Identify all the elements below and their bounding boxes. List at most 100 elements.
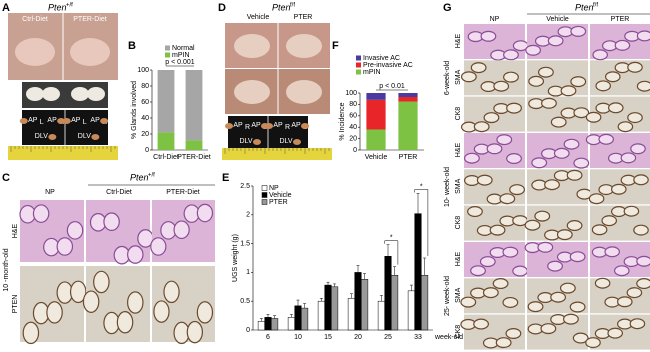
tissue bbox=[225, 123, 233, 129]
gland bbox=[636, 278, 650, 290]
lobe-label: AP bbox=[251, 122, 261, 129]
y-tick-label: 20 bbox=[141, 131, 149, 138]
lobe-sub: L bbox=[83, 119, 87, 126]
gland bbox=[630, 143, 646, 155]
tissue bbox=[15, 38, 55, 66]
gland bbox=[636, 255, 650, 267]
y-tick-label: 60 bbox=[349, 113, 357, 120]
gland bbox=[126, 291, 144, 314]
gene-name: Pten bbox=[130, 172, 149, 182]
legend-swatch bbox=[356, 62, 361, 68]
gland bbox=[614, 39, 631, 51]
bar bbox=[421, 275, 429, 331]
x-tick-label: 15 bbox=[324, 334, 332, 341]
gland bbox=[464, 152, 480, 164]
gland bbox=[604, 71, 621, 83]
gland bbox=[616, 296, 633, 308]
gland bbox=[613, 265, 630, 277]
annotation: p < 0.01 bbox=[379, 83, 405, 90]
gland bbox=[540, 323, 557, 335]
gland bbox=[503, 71, 519, 83]
stain-label: H&E bbox=[455, 33, 462, 48]
bar bbox=[331, 286, 339, 331]
panel-letter: G bbox=[443, 2, 452, 14]
gland bbox=[607, 327, 623, 339]
panel-letter: B bbox=[128, 40, 136, 52]
legend-label: mPIN bbox=[172, 52, 190, 59]
legend-swatch bbox=[165, 52, 170, 58]
gland bbox=[509, 184, 525, 196]
gland bbox=[617, 121, 634, 133]
tissue bbox=[19, 118, 28, 124]
bar-segment bbox=[398, 96, 418, 102]
gland bbox=[473, 318, 489, 330]
y-tick-label: 80 bbox=[141, 83, 149, 90]
gland bbox=[479, 256, 496, 268]
bar bbox=[257, 321, 265, 331]
legend-swatch bbox=[261, 199, 268, 205]
gland bbox=[126, 245, 144, 264]
gland bbox=[563, 138, 580, 150]
x-tick-label: 6 bbox=[266, 334, 270, 341]
error-bar bbox=[349, 293, 353, 299]
tissue bbox=[57, 118, 66, 124]
y-tick-label: 60 bbox=[141, 99, 149, 106]
lobe-label: AP bbox=[291, 122, 301, 129]
column-label: NP bbox=[490, 16, 500, 23]
error-bar bbox=[326, 281, 330, 286]
gland bbox=[569, 251, 586, 263]
lobe-label: AP bbox=[90, 117, 100, 124]
annotation: * bbox=[390, 235, 393, 242]
legend-swatch bbox=[261, 192, 268, 198]
gland bbox=[524, 219, 541, 231]
lobe-sub: R bbox=[245, 124, 250, 131]
x-tick-label: Ctrl-Diet bbox=[153, 154, 179, 161]
gland bbox=[566, 220, 583, 232]
stain-label: SMA bbox=[455, 69, 462, 85]
bar bbox=[407, 290, 415, 331]
bar bbox=[324, 284, 332, 331]
error-bar bbox=[356, 265, 360, 273]
stain-label: CK8 bbox=[455, 107, 462, 121]
gland bbox=[502, 296, 519, 308]
tissue bbox=[62, 118, 71, 124]
gland bbox=[22, 321, 40, 345]
panel-letter: C bbox=[2, 172, 10, 184]
gland bbox=[103, 212, 120, 231]
tissue bbox=[100, 118, 109, 124]
lobe-sub: L bbox=[40, 119, 44, 126]
x-tick-label: 20 bbox=[354, 334, 362, 341]
column-label: Vehicle bbox=[546, 16, 569, 23]
gland bbox=[483, 112, 500, 124]
gland bbox=[153, 300, 170, 323]
stain-label: H&E bbox=[455, 251, 462, 266]
gland bbox=[572, 332, 589, 344]
gland bbox=[601, 215, 617, 227]
gene-allele: f/f bbox=[593, 3, 598, 9]
tissue bbox=[253, 139, 261, 145]
lobe-label: AP bbox=[47, 117, 57, 124]
gland bbox=[591, 224, 608, 236]
bar-segment bbox=[157, 70, 175, 133]
gland bbox=[585, 111, 602, 123]
error-bar bbox=[266, 314, 270, 318]
bar bbox=[271, 318, 279, 331]
legend-label: Invasive AC bbox=[363, 55, 400, 62]
group-label: PTER-Diet bbox=[73, 16, 107, 23]
error-bar bbox=[273, 315, 277, 319]
bar bbox=[377, 300, 385, 331]
lobe-label: DLV bbox=[78, 133, 91, 140]
error-bar bbox=[259, 318, 263, 322]
gland bbox=[56, 237, 74, 256]
column-label: Ctrl-Diet bbox=[106, 189, 132, 196]
y-axis-label: UGS weight (g) bbox=[232, 234, 239, 282]
gland bbox=[489, 224, 506, 236]
gland bbox=[502, 246, 519, 258]
y-tick-label: 100 bbox=[345, 90, 357, 97]
lobe-label: DLV bbox=[239, 138, 252, 145]
gene-name: Pten bbox=[272, 2, 291, 12]
gland bbox=[473, 121, 490, 133]
gland bbox=[528, 75, 545, 87]
y-tick-label: 0.5 bbox=[240, 298, 250, 305]
error-bar bbox=[319, 298, 323, 302]
